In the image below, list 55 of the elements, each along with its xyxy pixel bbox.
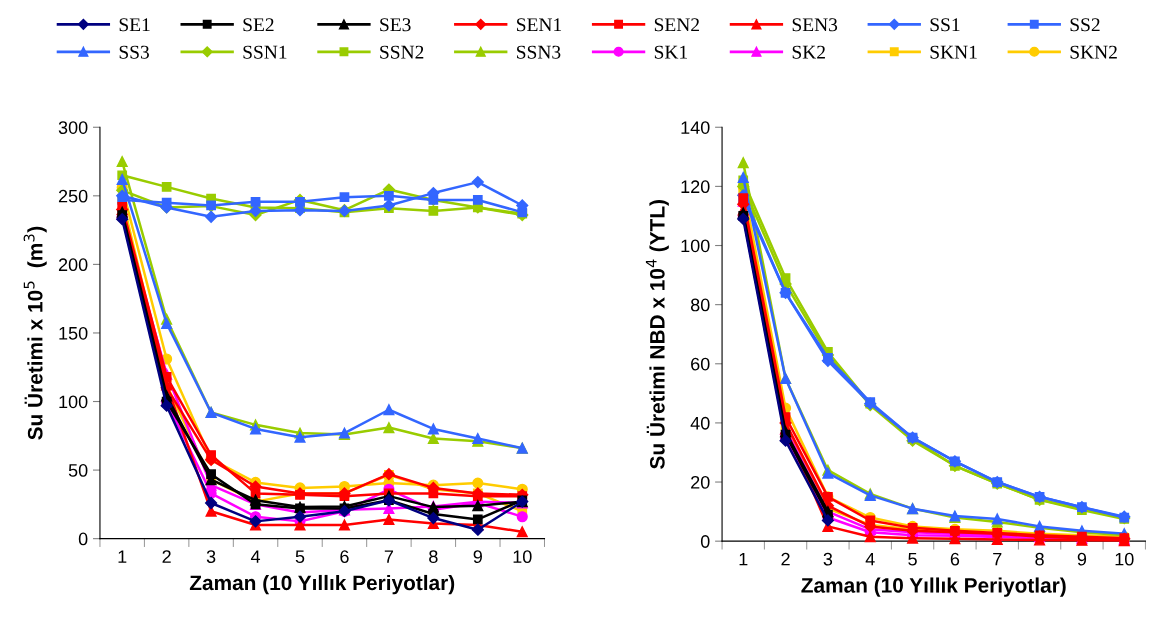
x-tick-label: 3 (823, 552, 833, 566)
y-axis-title: Su Üretimi NBD x 10$^{4}$ (YTL) (645, 200, 669, 469)
y-tick-label: 200 (58, 258, 88, 272)
y-tick-label: 120 (681, 180, 710, 194)
y-tick-label: 140 (681, 121, 710, 134)
legend-label: SSN1 (243, 45, 287, 59)
x-tick-label: 8 (429, 550, 438, 564)
legend-label: SK2 (792, 45, 825, 59)
x-tick-label: 1 (739, 552, 748, 566)
x-tick-label: 10 (1115, 552, 1134, 566)
y-tick-label: 20 (691, 475, 710, 489)
y-tick-label: 300 (58, 121, 88, 134)
x-tick-label: 4 (250, 550, 261, 563)
y-tick-label: 0 (700, 535, 710, 548)
y-tick-label: 150 (59, 326, 88, 340)
legend-label: SE2 (243, 18, 274, 32)
legend-label: SS3 (119, 45, 149, 59)
y-tick-label: 80 (690, 298, 710, 312)
legend-label: SE3 (380, 18, 411, 32)
x-tick-label: 7 (384, 550, 394, 563)
x-tick-label: 2 (162, 550, 171, 563)
y-tick-label: 250 (58, 189, 88, 203)
legend-label: SKN2 (1070, 45, 1117, 59)
x-tick-label: 5 (908, 552, 917, 566)
x-tick-label: 6 (950, 552, 960, 566)
legend-label: SSN3 (517, 45, 561, 59)
y-tick-label: 100 (681, 239, 710, 253)
legend-label: SEN1 (517, 18, 562, 32)
legend-label: SS2 (1070, 18, 1100, 32)
y-tick-label: 40 (690, 416, 710, 430)
y-tick-label: 100 (59, 395, 88, 409)
legend-label: SSN2 (380, 45, 424, 59)
legend-label: SKN1 (930, 45, 977, 59)
legend-label: SE1 (119, 18, 150, 32)
legend-label: SK1 (654, 45, 687, 59)
y-tick-label: 50 (68, 464, 88, 477)
x-axis-title: Zaman (10 Yıllık Periyotlar) (189, 574, 455, 595)
x-tick-label: 2 (781, 552, 790, 566)
x-tick-label: 1 (118, 550, 127, 563)
x-axis-title: Zaman (10 Yıllık Periyotlar) (801, 577, 1066, 597)
x-tick-label: 8 (1035, 552, 1044, 566)
y-tick-label: 60 (691, 357, 710, 371)
x-tick-label: 3 (206, 550, 216, 564)
x-tick-label: 7 (993, 552, 1002, 566)
x-tick-label: 4 (865, 552, 875, 566)
x-tick-label: 5 (295, 550, 305, 564)
x-tick-label: 10 (513, 550, 532, 564)
x-tick-label: 6 (340, 550, 349, 564)
legend-label: SEN2 (654, 18, 699, 32)
legend-label: SEN3 (792, 18, 838, 32)
legend-label: SS1 (930, 18, 960, 32)
x-tick-label: 9 (473, 550, 482, 564)
y-tick-label: 0 (78, 532, 88, 546)
y-axis-title: Su Üretimi x 10$^{5}$ (m$^{3}$) (23, 226, 47, 440)
x-tick-label: 9 (1077, 552, 1087, 566)
